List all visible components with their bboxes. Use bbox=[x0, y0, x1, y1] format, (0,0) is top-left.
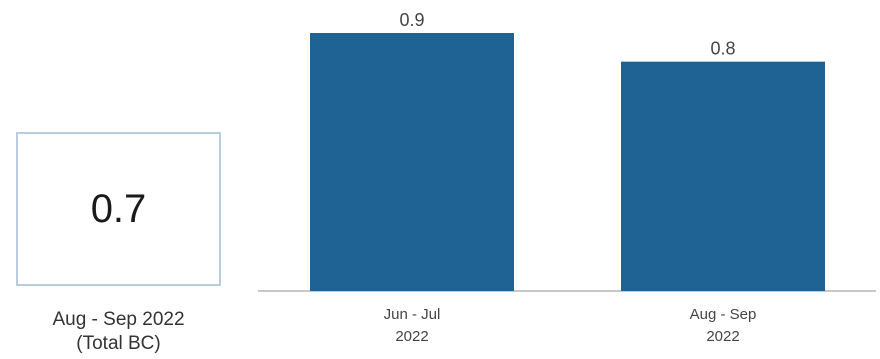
data-label-0: 0.9 bbox=[399, 10, 424, 30]
kpi-caption: Aug - Sep 2022 (Total BC) bbox=[16, 308, 221, 356]
x-tick-label-0-line-0: Jun - Jul bbox=[384, 306, 441, 323]
bar-1[interactable] bbox=[621, 61, 825, 291]
x-tick-label-1-line-0: Aug - Sep bbox=[690, 306, 757, 323]
x-tick-label-1-line-1: 2022 bbox=[706, 328, 739, 345]
x-tick-label-0-line-1: 2022 bbox=[395, 328, 428, 345]
data-label-1: 0.8 bbox=[710, 39, 735, 59]
kpi-card: 0.7 bbox=[16, 132, 221, 286]
kpi-caption-period: Aug - Sep 2022 bbox=[52, 309, 185, 330]
kpi-caption-scope: (Total BC) bbox=[76, 333, 161, 354]
bar-0[interactable] bbox=[310, 33, 514, 291]
kpi-value: 0.7 bbox=[90, 186, 147, 231]
